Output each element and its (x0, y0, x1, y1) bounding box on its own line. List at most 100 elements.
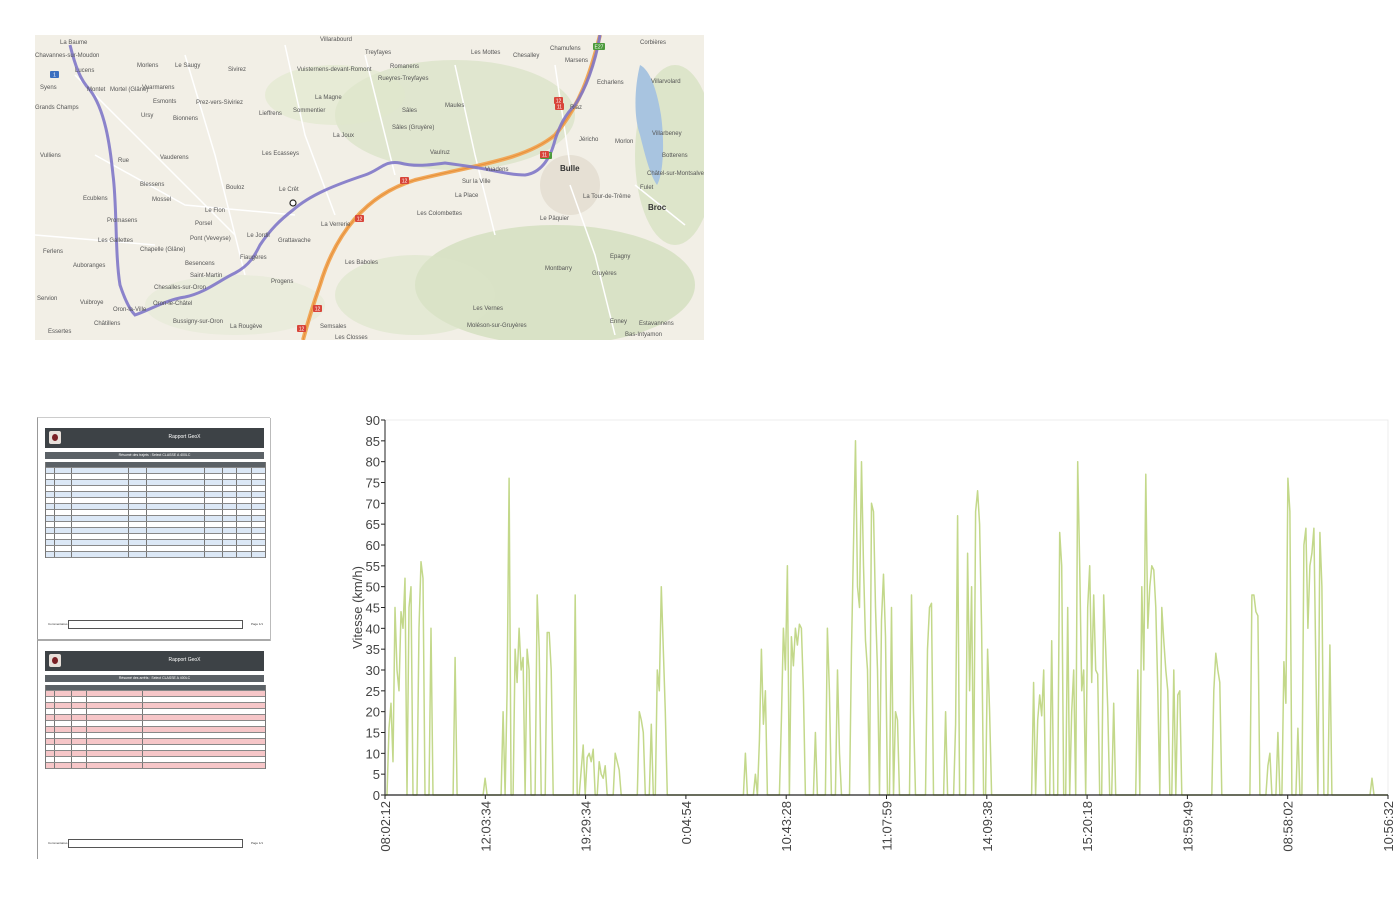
map-label: Chapelle (Glâne) (140, 247, 186, 253)
map-label: Villarvolard (651, 79, 681, 85)
map-label: Châtillens (94, 321, 121, 327)
table-row (46, 745, 265, 751)
map-label: Marsens (565, 58, 589, 64)
map-label: Botterens (662, 153, 688, 159)
map-label: Vuibroye (80, 300, 104, 306)
x-tick-label: 10:43:28 (779, 801, 794, 852)
map-label: Essertes (48, 329, 72, 335)
report-trips-page[interactable]: Rapport GeoX Résumé des trajets : Select… (37, 417, 270, 640)
map-label: Promasens (107, 218, 138, 224)
report-comments: Commentaires Page 1/1 (48, 620, 263, 630)
map-label: Morlens (137, 63, 159, 69)
map-label: Jéricho (579, 137, 599, 143)
y-tick-label: 20 (366, 705, 380, 720)
speed-chart: 0 5 10 15 20 25 30 35 40 45 50 55 60 65 70 75 80 85 90 Vite… (340, 410, 1400, 860)
map-label: Sommentier (293, 108, 326, 114)
map-label: Rueyres-Treyfayes (378, 76, 429, 82)
y-tick-label: 10 (366, 746, 380, 761)
map-label: La Verrerie (321, 222, 351, 228)
map-label: Moléson-sur-Gruyères (467, 323, 527, 329)
y-tick-label: 40 (366, 621, 380, 636)
map-label: Chavannes-sur-Moudon (35, 53, 100, 59)
map-label: Les Mottes (471, 50, 501, 56)
table-row (46, 727, 265, 733)
report-stops-page[interactable]: Rapport GeoX Résumé des arrêts : Select … (37, 639, 270, 859)
y-tick-label: 70 (366, 496, 380, 511)
map-label: Vuisternens-devant-Romont (297, 67, 372, 73)
map-label: Châtel-sur-Montsalvens (647, 171, 704, 177)
comments-label: Commentaires (48, 622, 68, 626)
report-title: Rapport GeoX (168, 657, 201, 663)
report-header: Rapport GeoX (45, 651, 264, 671)
table-row (46, 552, 265, 558)
report-table (45, 685, 266, 769)
x-tick-label: 12:03:34 (478, 801, 493, 852)
x-tick-label: 0:04:54 (679, 801, 694, 844)
speed-series-line (385, 440, 1388, 796)
report-subtitle: Résumé des trajets : Select CLASSE A 400… (45, 452, 264, 459)
table-row (46, 534, 265, 540)
table-row (46, 763, 265, 769)
map-label: Sâles (Gruyère) (392, 125, 435, 131)
table-row (46, 510, 265, 516)
table-row (46, 516, 265, 522)
table-row (46, 709, 265, 715)
map-label: Oron-le-Châtel (153, 301, 193, 307)
map-label: Ursy (141, 113, 154, 119)
y-tick-label: 55 (366, 559, 380, 574)
map-canvas: 1E2712E27121111121212 (35, 35, 704, 340)
map-label: Syens (40, 85, 57, 91)
map-label: Porsel (195, 221, 213, 227)
map-label: La Baume (60, 40, 88, 46)
road-badge: 12 (400, 177, 409, 185)
map-label: Grattavache (278, 238, 311, 244)
map-label: Treyfayes (365, 50, 392, 56)
map-label: Echarlens (597, 80, 624, 86)
table-row (46, 703, 265, 709)
map-label: Bulle (560, 164, 580, 173)
table-row (46, 474, 265, 480)
logo-icon (49, 654, 61, 667)
map-label: Semsales (320, 324, 347, 330)
map-label: Bouloz (226, 185, 245, 191)
x-tick-label: 08:02:12 (378, 801, 393, 852)
table-row (46, 492, 265, 498)
route-map[interactable]: 1E2712E27121111121212 La BaumeChavannes-… (35, 35, 704, 340)
map-label: Estavannens (639, 321, 674, 327)
map-label: Mortel (Glâne) (110, 87, 149, 93)
table-row (46, 751, 265, 757)
map-label: Chamufens (550, 46, 581, 52)
y-tick-label: 35 (366, 642, 380, 657)
x-tick-label: 10:56:32 (1381, 801, 1396, 852)
map-label: Fiaugères (240, 255, 267, 261)
svg-text:12: 12 (357, 217, 363, 223)
x-tick-label: 19:29:34 (579, 801, 594, 852)
map-label: Bionnens (173, 116, 199, 122)
svg-text:11: 11 (542, 153, 547, 159)
map-label: Lieffrens (259, 111, 282, 117)
map-label: La Joux (333, 133, 355, 139)
map-label: Blessens (140, 182, 165, 188)
comments-field[interactable] (68, 620, 243, 629)
x-tick-label: 14:09:38 (980, 801, 995, 852)
map-label: Les Colombettes (417, 211, 463, 217)
svg-text:12: 12 (556, 99, 562, 105)
map-label: Prez-vers-Siviriez (196, 100, 244, 106)
map-label: Morlon (615, 139, 634, 145)
map-label: Enney (610, 319, 628, 325)
map-label: Servion (37, 296, 58, 302)
road-badge: 12 (554, 97, 563, 105)
comments-field[interactable] (68, 839, 243, 848)
map-label: Romanens (390, 64, 420, 70)
comments-label: Commentaires (48, 841, 68, 845)
map-label: Mossel (152, 197, 172, 203)
table-row (46, 546, 265, 552)
map-label: Le Flon (205, 208, 226, 214)
map-label: Les Baboles (345, 260, 379, 266)
road-badge: 12 (313, 305, 322, 313)
report-comments: Commentaires Page 1/1 (48, 839, 263, 849)
map-label: Saint-Martin (190, 273, 223, 279)
map-label: Sur la Ville (462, 179, 491, 185)
map-label: Lucens (75, 68, 95, 74)
table-row (46, 504, 265, 510)
